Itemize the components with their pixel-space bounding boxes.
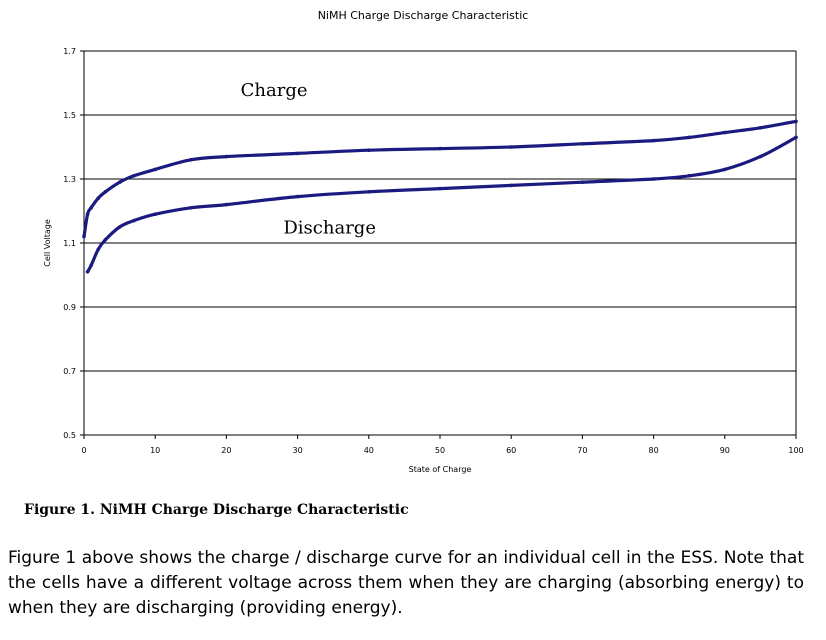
series-line-discharge: [86, 135, 798, 274]
x-tick-label: 0: [81, 446, 86, 455]
data-point-charge: [85, 212, 90, 216]
data-point-discharge: [117, 225, 122, 229]
data-point-charge: [580, 142, 585, 146]
y-tick-label: 1.7: [63, 47, 76, 56]
data-point-charge: [103, 190, 108, 194]
data-point-discharge: [794, 135, 798, 140]
data-point-discharge: [189, 206, 193, 210]
data-point-charge: [438, 146, 442, 151]
series-group: [82, 119, 798, 274]
data-point-discharge: [367, 190, 371, 194]
data-point-charge: [96, 196, 101, 200]
x-tick-label: 90: [720, 446, 730, 455]
data-point-discharge: [295, 194, 300, 199]
data-point-discharge: [89, 263, 93, 268]
data-point-discharge: [85, 270, 90, 274]
y-axis-label: Cell Voltage: [43, 219, 52, 267]
series-line-charge: [82, 119, 798, 239]
x-tick-label: 10: [150, 446, 160, 455]
data-point-charge: [132, 174, 136, 178]
data-point-discharge: [224, 202, 229, 207]
data-point-discharge: [96, 247, 101, 252]
x-tick-label: 40: [364, 446, 374, 455]
data-point-charge: [189, 158, 193, 162]
chart-title: NiMH Charge Discharge Characteristic: [318, 9, 529, 22]
x-tick-label: 60: [506, 446, 516, 455]
x-tick-label: 30: [293, 446, 303, 455]
y-tick-label: 0.7: [63, 367, 76, 376]
chart: NiMH Charge Discharge Characteristic 0.5…: [43, 9, 804, 474]
body-paragraph: Figure 1 above shows the charge / discha…: [8, 548, 804, 618]
data-point-charge: [723, 130, 727, 135]
data-point-discharge: [103, 238, 108, 242]
x-tick-label: 20: [221, 446, 231, 455]
data-point-discharge: [509, 183, 513, 188]
data-point-charge: [367, 148, 371, 152]
figure-caption: Figure 1. NiMH Charge Discharge Characte…: [24, 502, 409, 518]
data-point-charge: [651, 138, 656, 143]
data-point-charge: [509, 145, 513, 149]
data-point-discharge: [687, 174, 691, 178]
gridlines: [84, 50, 796, 372]
data-point-charge: [758, 126, 763, 130]
y-tick-label: 1.5: [63, 111, 76, 120]
data-point-discharge: [723, 167, 727, 172]
data-point-discharge: [651, 177, 656, 181]
annotations: Charge Discharge: [241, 80, 376, 239]
annotation-charge: Charge: [241, 80, 308, 101]
data-point-discharge: [132, 218, 136, 223]
x-tick-label: 70: [577, 446, 587, 455]
data-point-discharge: [758, 154, 763, 159]
y-axis-ticks: 0.5 0.7 0.9 1.1 1.3 1.5 1.7: [63, 47, 84, 440]
data-point-charge: [117, 180, 122, 184]
data-point-discharge: [438, 186, 442, 191]
x-axis-label: State of Charge: [409, 465, 472, 474]
y-tick-label: 0.5: [63, 431, 76, 440]
annotation-discharge: Discharge: [283, 217, 376, 238]
x-tick-label: 80: [649, 446, 659, 455]
data-point-charge: [153, 167, 157, 172]
data-point-charge: [794, 119, 798, 124]
data-point-charge: [224, 154, 229, 159]
y-tick-label: 1.1: [63, 239, 76, 248]
x-axis-ticks: 0 10 20 30 40 50 60 70 80 90 100: [81, 435, 804, 455]
data-point-charge: [295, 151, 300, 156]
x-tick-label: 50: [435, 446, 445, 455]
data-point-charge: [687, 135, 691, 140]
data-point-charge: [89, 206, 93, 210]
y-tick-label: 0.9: [63, 303, 76, 312]
y-tick-label: 1.3: [63, 175, 76, 184]
data-point-discharge: [153, 212, 157, 216]
x-tick-label: 100: [788, 446, 803, 455]
data-point-discharge: [580, 180, 585, 184]
data-point-charge: [82, 234, 86, 239]
